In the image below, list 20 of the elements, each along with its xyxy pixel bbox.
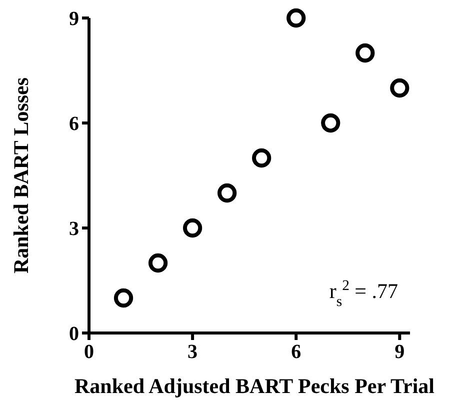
- x-axis-title: Ranked Adjusted BART Pecks Per Trial: [74, 374, 435, 398]
- annotation: r$_{s}$$^{2}$ = .77: [329, 278, 398, 310]
- y-tick-label: 6: [69, 113, 79, 135]
- point: [114, 288, 134, 308]
- point: [321, 113, 340, 133]
- y-tick-label: 9: [69, 8, 79, 30]
- point: [217, 183, 237, 203]
- point: [286, 8, 306, 28]
- x-tick-label: 3: [188, 341, 198, 363]
- point: [390, 78, 410, 98]
- x-tick-label: 9: [394, 341, 405, 363]
- point: [356, 43, 375, 63]
- x-tick-label: 6: [291, 341, 302, 363]
- point: [148, 253, 168, 273]
- point: [182, 218, 202, 238]
- x-tick-label: 0: [84, 341, 94, 363]
- y-axis-title: Ranked BART Losses: [9, 77, 33, 274]
- point: [252, 148, 272, 168]
- y-tick-label: 0: [69, 323, 79, 345]
- y-tick-label: 3: [69, 218, 79, 240]
